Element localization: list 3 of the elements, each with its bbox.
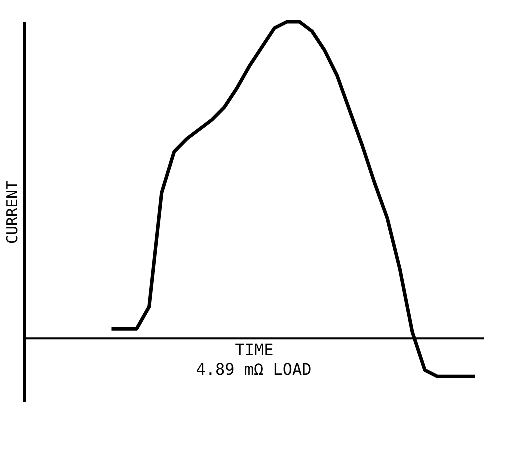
y-axis-title: CURRENT [4, 180, 22, 244]
x-axis-title: TIME [235, 340, 274, 360]
annotation: 4.89 mΩ LOAD [196, 360, 312, 379]
